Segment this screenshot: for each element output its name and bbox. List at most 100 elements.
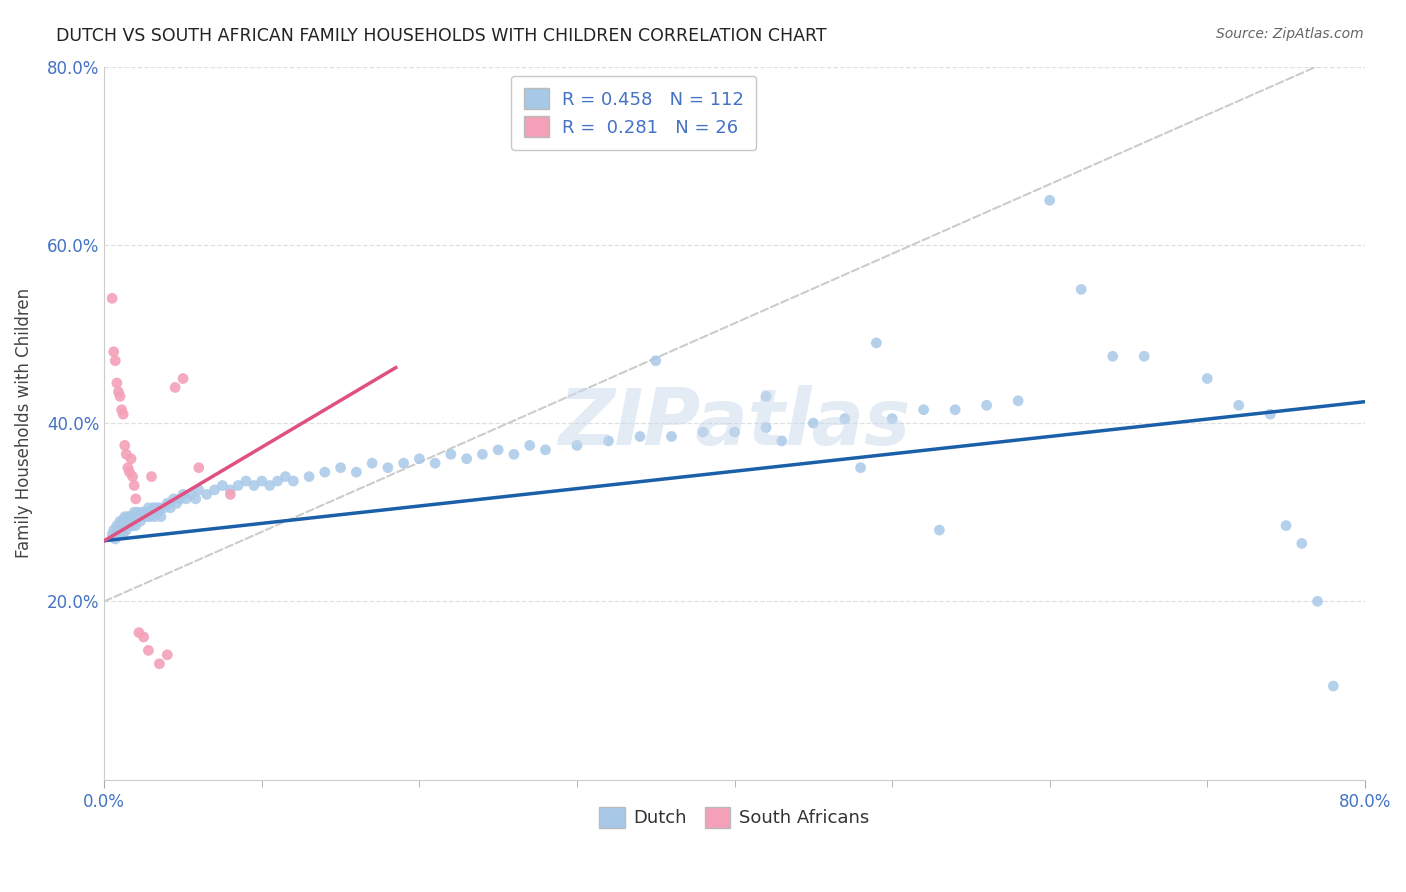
Point <box>121 518 143 533</box>
Point <box>132 509 155 524</box>
Point <box>115 523 138 537</box>
Point <box>159 500 181 515</box>
Point <box>143 509 166 524</box>
Point <box>1101 349 1123 363</box>
Point <box>1291 536 1313 550</box>
Point <box>139 509 162 524</box>
Point <box>226 478 249 492</box>
Point <box>219 487 242 501</box>
Point <box>408 451 430 466</box>
Text: Source: ZipAtlas.com: Source: ZipAtlas.com <box>1216 27 1364 41</box>
Point <box>187 483 209 497</box>
Point <box>534 442 557 457</box>
Point <box>129 514 152 528</box>
Point <box>755 420 778 434</box>
Point <box>849 460 872 475</box>
Point <box>692 425 714 439</box>
Point <box>105 527 128 541</box>
Point <box>344 465 367 479</box>
Point <box>1306 594 1329 608</box>
Point <box>156 496 179 510</box>
Point <box>770 434 793 448</box>
Point <box>184 491 207 506</box>
Point <box>377 460 399 475</box>
Point <box>125 509 148 524</box>
Point <box>174 491 197 506</box>
Point <box>118 518 141 533</box>
Point <box>266 474 288 488</box>
Point <box>172 371 194 385</box>
Point <box>117 518 139 533</box>
Text: DUTCH VS SOUTH AFRICAN FAMILY HOUSEHOLDS WITH CHILDREN CORRELATION CHART: DUTCH VS SOUTH AFRICAN FAMILY HOUSEHOLDS… <box>56 27 827 45</box>
Point <box>250 474 273 488</box>
Point <box>1227 398 1250 412</box>
Point <box>114 509 136 524</box>
Point <box>104 532 127 546</box>
Point <box>120 514 142 528</box>
Point <box>423 456 446 470</box>
Point <box>456 451 478 466</box>
Point <box>195 487 218 501</box>
Point <box>172 487 194 501</box>
Point <box>114 518 136 533</box>
Point <box>723 425 745 439</box>
Point <box>471 447 494 461</box>
Point <box>115 447 138 461</box>
Point <box>180 487 202 501</box>
Point <box>661 429 683 443</box>
Point <box>118 509 141 524</box>
Point <box>108 514 131 528</box>
Point <box>187 460 209 475</box>
Point <box>132 630 155 644</box>
Point <box>146 505 169 519</box>
Point <box>112 514 135 528</box>
Point <box>1258 407 1281 421</box>
Point <box>103 344 125 359</box>
Point <box>148 657 170 671</box>
Point <box>211 478 233 492</box>
Point <box>329 460 352 475</box>
Text: ZIPatlas: ZIPatlas <box>558 385 911 461</box>
Point <box>141 469 163 483</box>
Point <box>115 514 138 528</box>
Point <box>392 456 415 470</box>
Point <box>138 500 160 515</box>
Y-axis label: Family Households with Children: Family Households with Children <box>15 288 32 558</box>
Point <box>283 474 305 488</box>
Point <box>122 505 145 519</box>
Point <box>486 442 509 457</box>
Point <box>121 509 143 524</box>
Point <box>107 523 129 537</box>
Point <box>361 456 384 470</box>
Point <box>128 509 150 524</box>
Point <box>153 500 176 515</box>
Point <box>117 460 139 475</box>
Point <box>166 496 188 510</box>
Point <box>127 505 149 519</box>
Point <box>259 478 281 492</box>
Point <box>865 335 887 350</box>
Point <box>105 518 128 533</box>
Point <box>103 523 125 537</box>
Point <box>101 291 124 305</box>
Point <box>1322 679 1344 693</box>
Point <box>628 429 651 443</box>
Point <box>131 505 153 519</box>
Point <box>565 438 588 452</box>
Point <box>117 509 139 524</box>
Point <box>108 389 131 403</box>
Point <box>243 478 266 492</box>
Point <box>834 411 856 425</box>
Point <box>440 447 463 461</box>
Point <box>141 505 163 519</box>
Point <box>149 509 172 524</box>
Point <box>1007 393 1029 408</box>
Point <box>644 353 666 368</box>
Point <box>1070 282 1092 296</box>
Point <box>598 434 620 448</box>
Point <box>156 648 179 662</box>
Point <box>138 643 160 657</box>
Point <box>125 518 148 533</box>
Point <box>801 416 824 430</box>
Point <box>976 398 998 412</box>
